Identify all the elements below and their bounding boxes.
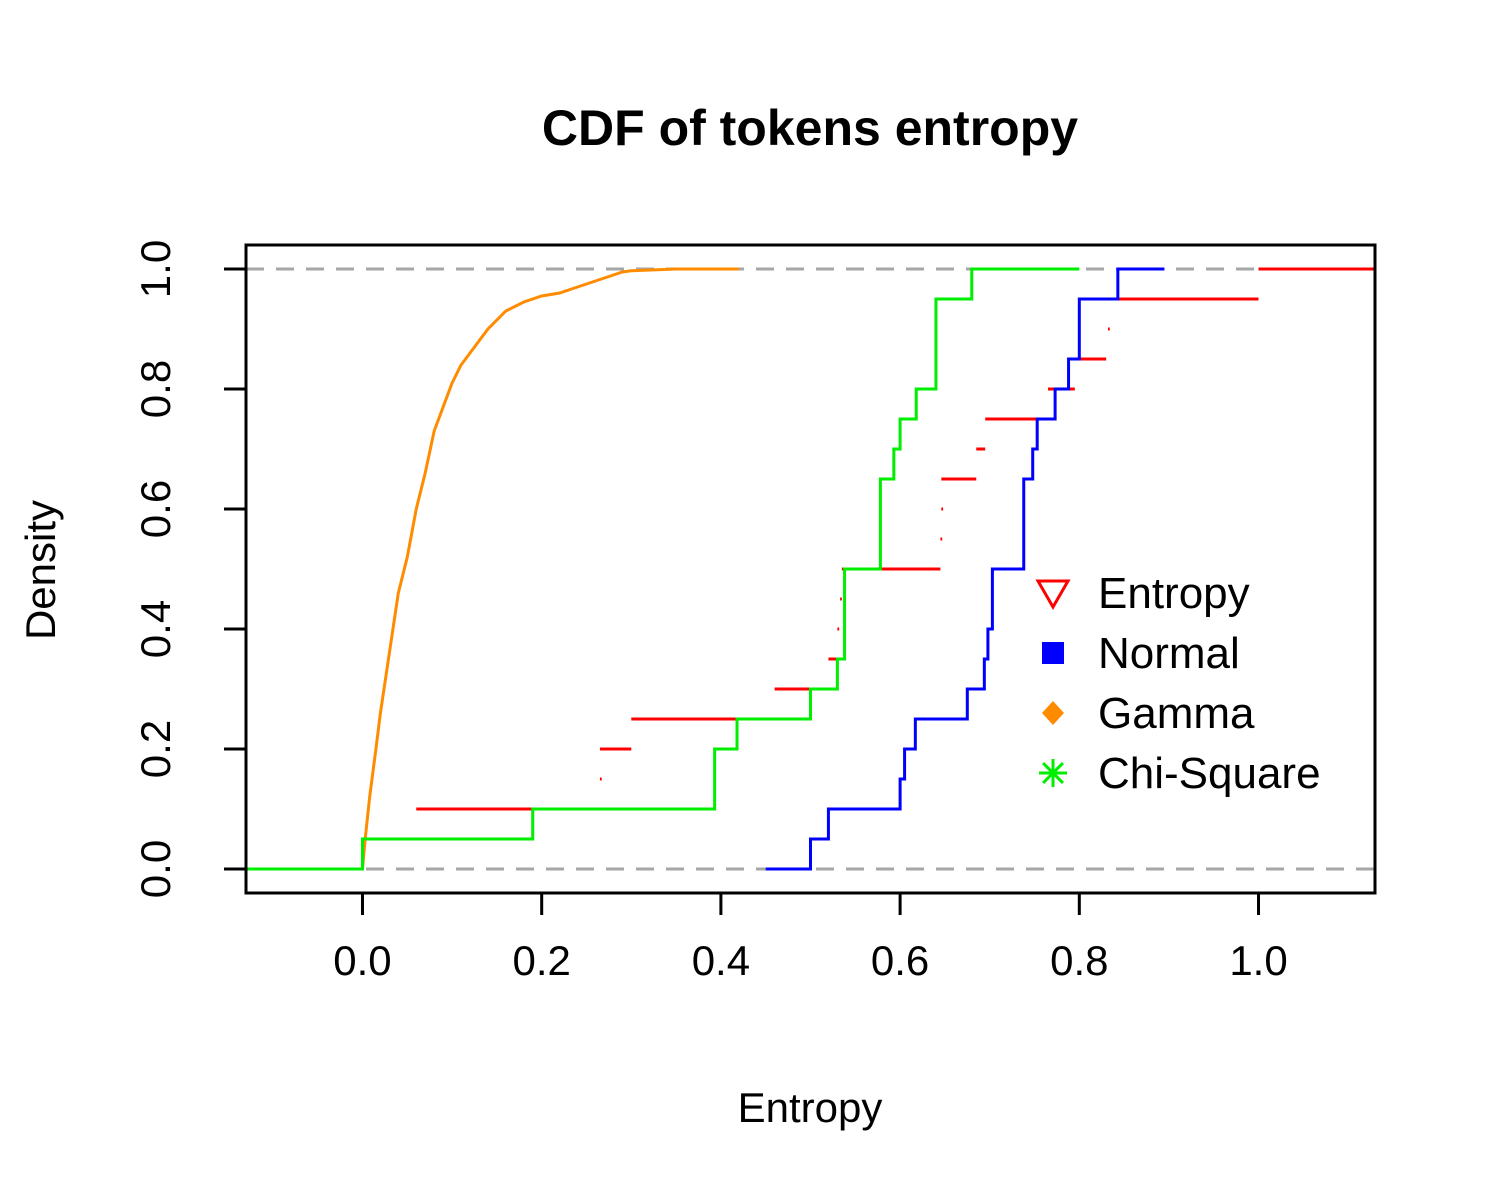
series-gamma — [246, 267, 739, 871]
x-axis: 0.0 0.2 0.4 0.6 0.8 1.0 — [333, 893, 1288, 984]
x-tick-label-1: 0.2 — [512, 937, 570, 984]
series-layer — [246, 267, 1375, 871]
legend-marker-chi-square-stroke-135 — [1042, 762, 1064, 784]
x-tick-label-5: 1.0 — [1229, 937, 1287, 984]
legend-label-gamma: Gamma — [1098, 689, 1255, 738]
series-normal — [765, 267, 1165, 871]
y-tick-label-2: 0.4 — [132, 600, 179, 658]
legend-marker-entropy — [1035, 579, 1071, 611]
legend-marker-gamma — [1042, 701, 1064, 725]
y-tick-label-5: 1.0 — [132, 240, 179, 298]
legend: Entropy Normal Gamma Chi-Square — [1035, 569, 1321, 798]
x-tick-label-3: 0.6 — [871, 937, 929, 984]
y-tick-label-0: 0.0 — [132, 840, 179, 898]
y-axis: 0.0 0.2 0.4 0.6 0.8 1.0 — [132, 240, 246, 898]
legend-label-chi-square: Chi-Square — [1098, 749, 1321, 798]
x-tick-label-4: 0.8 — [1050, 937, 1108, 984]
legend-marker-chi-square — [1039, 759, 1067, 787]
y-tick-label-4: 0.8 — [132, 360, 179, 418]
reference-lines — [246, 267, 1375, 871]
y-axis-label: Density — [17, 500, 64, 640]
series-gamma-line — [246, 267, 739, 871]
legend-marker-normal — [1042, 642, 1064, 664]
legend-label-normal: Normal — [1098, 629, 1240, 678]
x-tick-label-2: 0.4 — [692, 937, 750, 984]
legend-label-entropy: Entropy — [1098, 569, 1250, 618]
y-tick-label-3: 0.6 — [132, 480, 179, 538]
series-chi-square-line — [246, 267, 1080, 871]
x-axis-label: Entropy — [738, 1084, 883, 1131]
series-normal-line — [765, 267, 1165, 871]
series-chi-square — [246, 267, 1080, 871]
chart-title: CDF of tokens entropy — [542, 100, 1078, 156]
y-tick-label-1: 0.2 — [132, 720, 179, 778]
x-tick-label-0: 0.0 — [333, 937, 391, 984]
plot-frame — [244, 243, 1377, 895]
